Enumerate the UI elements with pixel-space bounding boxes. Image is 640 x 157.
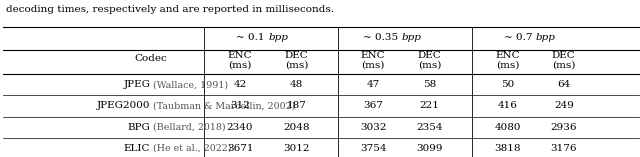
Text: 3754: 3754 <box>360 144 387 153</box>
Text: 42: 42 <box>234 80 246 89</box>
Text: (ms): (ms) <box>552 61 575 70</box>
Text: bpp: bpp <box>536 33 556 42</box>
Text: 3671: 3671 <box>227 144 253 153</box>
Text: 47: 47 <box>367 80 380 89</box>
Text: 3818: 3818 <box>494 144 521 153</box>
Text: decoding times, respectively and are reported in milliseconds.: decoding times, respectively and are rep… <box>6 5 334 14</box>
Text: 3099: 3099 <box>416 144 443 153</box>
Text: 2936: 2936 <box>550 123 577 132</box>
Text: DEC: DEC <box>552 51 576 60</box>
Text: (ms): (ms) <box>418 61 441 70</box>
Text: bpp: bpp <box>268 33 288 42</box>
Text: bpp: bpp <box>401 33 421 42</box>
Text: 367: 367 <box>363 101 383 110</box>
Text: (ms): (ms) <box>496 61 519 70</box>
Text: 187: 187 <box>286 101 307 110</box>
Text: JPEG2000: JPEG2000 <box>97 101 150 110</box>
Text: 58: 58 <box>423 80 436 89</box>
Text: 3176: 3176 <box>550 144 577 153</box>
Text: DEC: DEC <box>417 51 442 60</box>
Text: ~ 0.7: ~ 0.7 <box>504 33 536 42</box>
Text: BPG: BPG <box>127 123 150 132</box>
Text: 2048: 2048 <box>283 123 310 132</box>
Text: ELIC: ELIC <box>124 144 150 153</box>
Text: 2354: 2354 <box>416 123 443 132</box>
Text: (He et al., 2022): (He et al., 2022) <box>150 144 232 153</box>
Text: ~ 0.1: ~ 0.1 <box>236 33 268 42</box>
Text: ~ 0.35: ~ 0.35 <box>363 33 401 42</box>
Text: 3012: 3012 <box>283 144 310 153</box>
Text: DEC: DEC <box>284 51 308 60</box>
Text: (Bellard, 2018): (Bellard, 2018) <box>150 123 226 132</box>
Text: 3032: 3032 <box>360 123 387 132</box>
Text: 249: 249 <box>554 101 574 110</box>
Text: 312: 312 <box>230 101 250 110</box>
Text: ENC: ENC <box>228 51 252 60</box>
Text: 50: 50 <box>501 80 514 89</box>
Text: Codec: Codec <box>134 54 167 63</box>
Text: 416: 416 <box>497 101 518 110</box>
Text: 2340: 2340 <box>227 123 253 132</box>
Text: (ms): (ms) <box>228 61 252 70</box>
Text: 64: 64 <box>557 80 570 89</box>
Text: (ms): (ms) <box>285 61 308 70</box>
Text: (Wallace, 1991): (Wallace, 1991) <box>150 80 228 89</box>
Text: JPEG: JPEG <box>124 80 150 89</box>
Text: (Taubman & Marcellin, 2002): (Taubman & Marcellin, 2002) <box>150 101 296 110</box>
Text: 48: 48 <box>290 80 303 89</box>
Text: ENC: ENC <box>495 51 520 60</box>
Text: (ms): (ms) <box>362 61 385 70</box>
Text: 221: 221 <box>419 101 440 110</box>
Text: ENC: ENC <box>361 51 385 60</box>
Text: 4080: 4080 <box>494 123 521 132</box>
